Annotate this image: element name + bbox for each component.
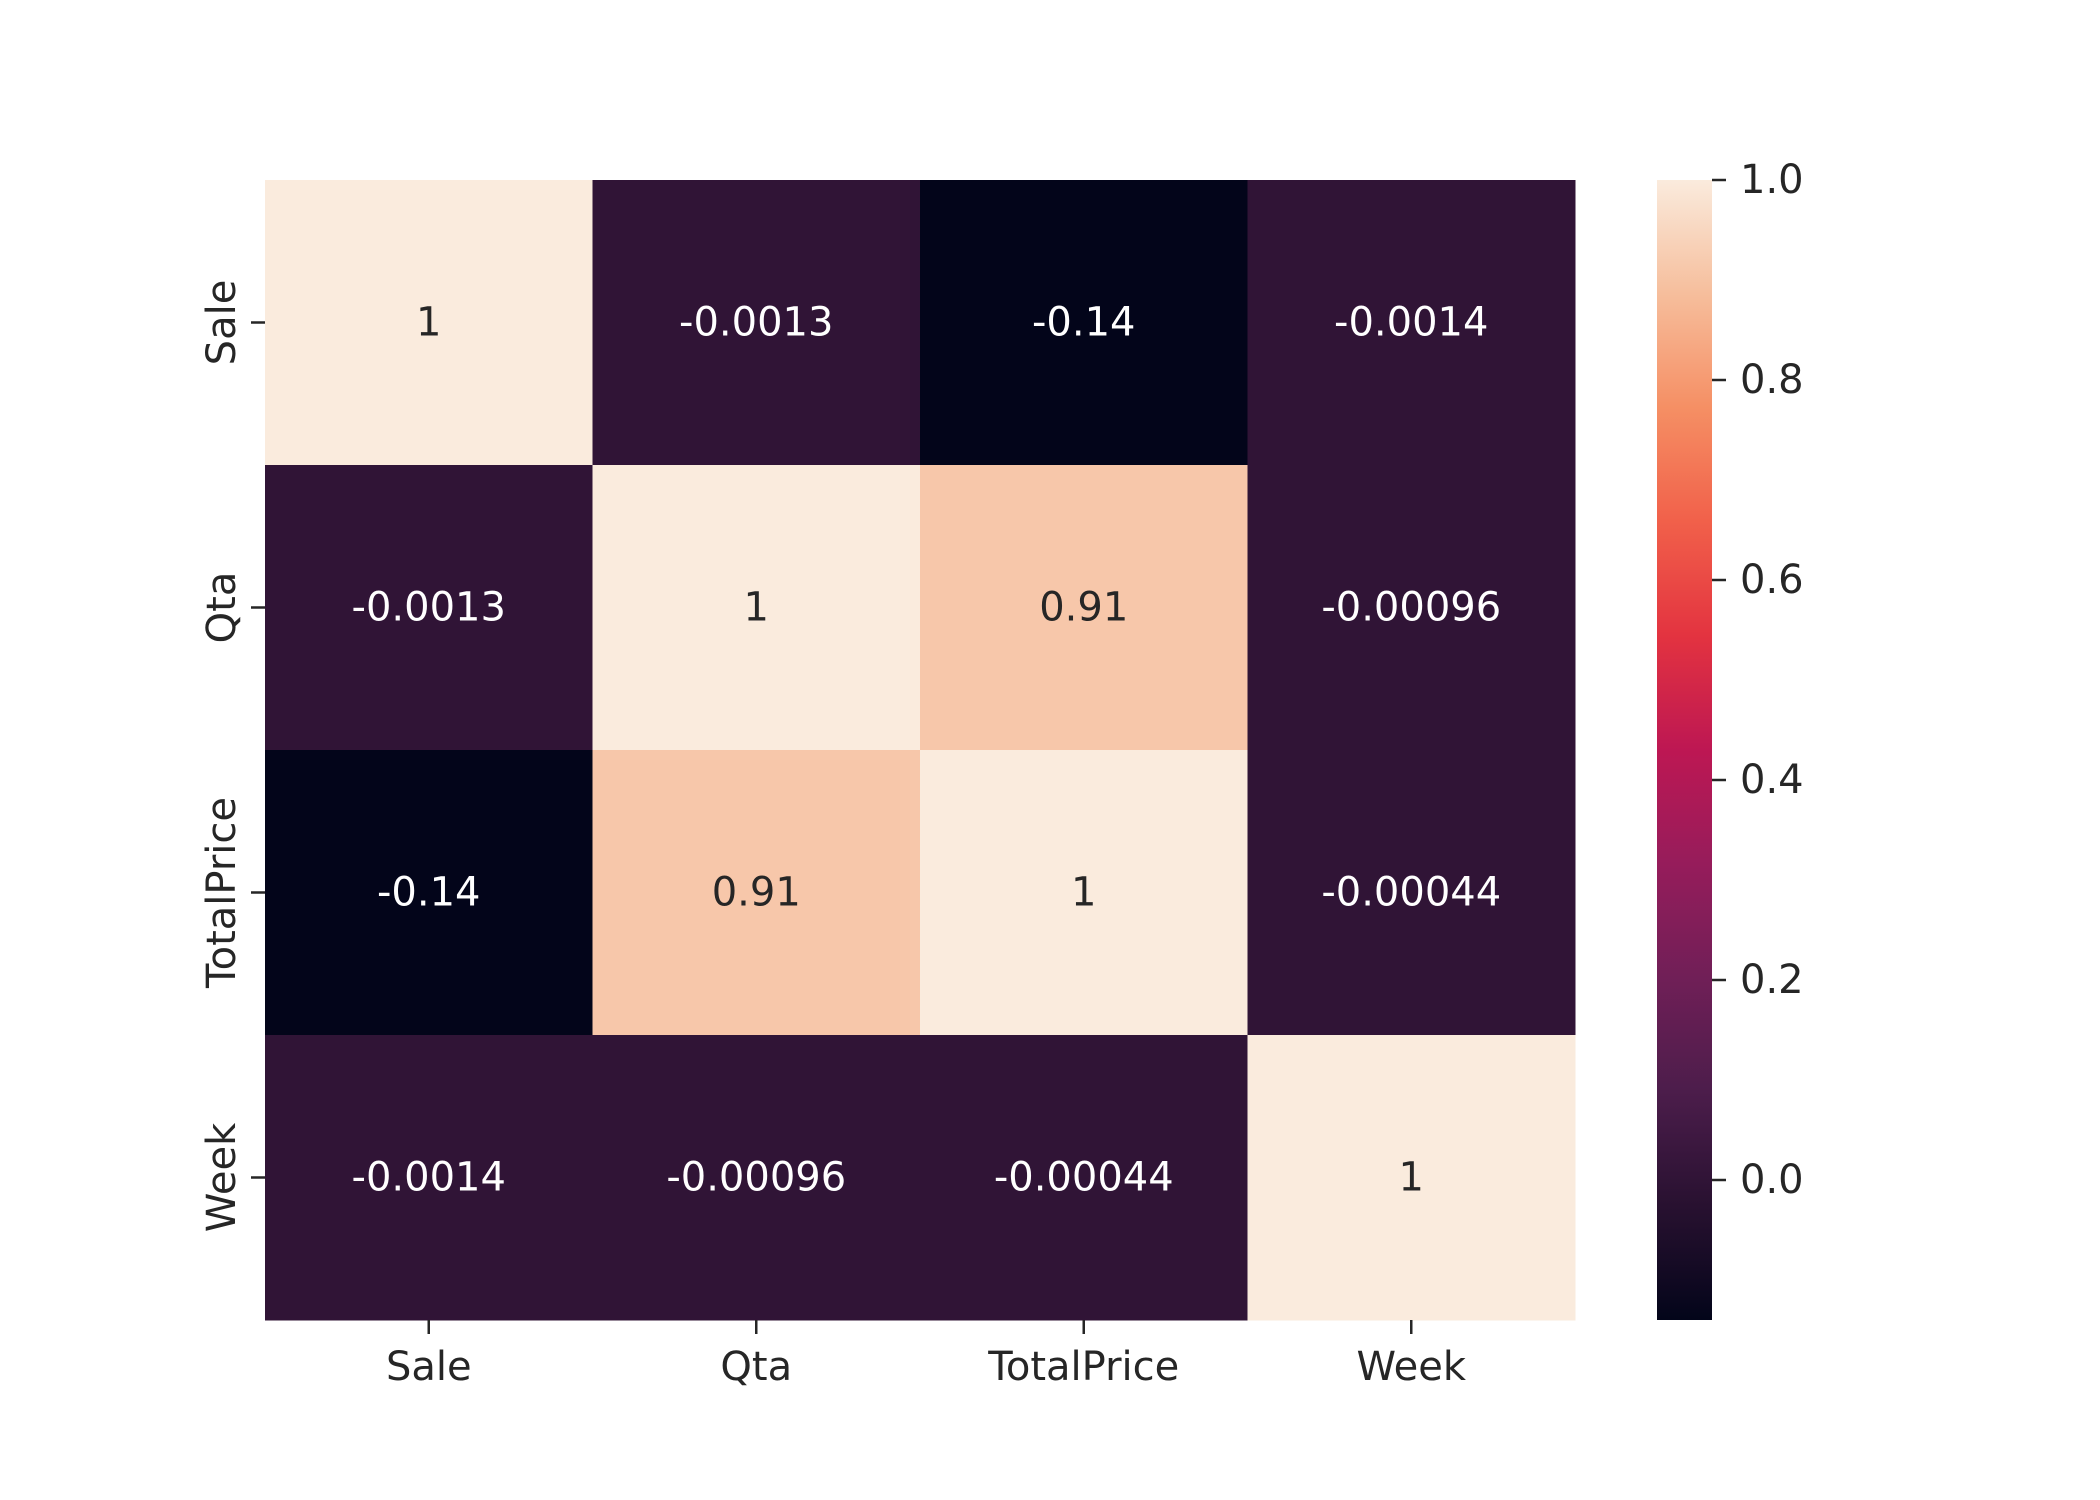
- cell-annotation: 1: [1399, 1155, 1424, 1201]
- colorbar-tick-label: 1.0: [1740, 157, 1804, 203]
- colorbar-tick-label: 0.0: [1740, 1157, 1804, 1203]
- cell-annotation: -0.00044: [1321, 870, 1501, 916]
- cell-annotations: 1 -0.0013 -0.14 -0.0014 -0.0013 1 0.91 -0.00096…: [352, 300, 1502, 1201]
- y-tick-label: Qta: [199, 572, 245, 644]
- colorbar-tick-label: 0.8: [1740, 357, 1804, 403]
- cell-annotation: 1: [1071, 870, 1096, 916]
- cell-annotation: 1: [416, 300, 441, 346]
- heatmap-cell-0-0: [265, 180, 593, 466]
- heatmap-cell-3-2: [920, 1035, 1248, 1321]
- x-tick-label: TotalPrice: [987, 1344, 1179, 1390]
- cell-annotation: -0.14: [377, 870, 481, 916]
- heatmap-cell-2-3: [1247, 750, 1576, 1036]
- cell-annotation: -0.0014: [352, 1155, 506, 1201]
- cell-annotation: -0.0014: [1334, 300, 1488, 346]
- colorbar-tick-label: 0.6: [1740, 557, 1804, 603]
- heatmap-cell-2-2: [920, 750, 1248, 1036]
- y-tick-label: Week: [199, 1122, 245, 1232]
- y-axis: Sale Qta TotalPrice Week: [199, 280, 265, 1232]
- heatmap-cell-1-2: [920, 465, 1248, 751]
- heatmap-cell-3-1: [592, 1035, 921, 1321]
- cell-annotation: -0.14: [1032, 300, 1136, 346]
- cell-annotation: -0.0013: [352, 585, 506, 631]
- x-tick-label: Sale: [386, 1344, 472, 1390]
- colorbar-ticks: 0.0 0.2 0.4 0.6 0.8 1.0: [1712, 157, 1804, 1203]
- x-axis: Sale Qta TotalPrice Week: [386, 1320, 1467, 1390]
- heatmap-cell-2-0: [265, 750, 593, 1036]
- cell-annotation: 0.91: [712, 870, 801, 916]
- y-tick-label: TotalPrice: [199, 797, 245, 989]
- heatmap-cell-0-2: [920, 180, 1248, 466]
- colorbar-tick-label: 0.4: [1740, 757, 1804, 803]
- colorbar-tick-label: 0.2: [1740, 957, 1804, 1003]
- x-tick-label: Week: [1356, 1344, 1466, 1390]
- heatmap-cell-2-1: [592, 750, 921, 1036]
- cell-annotation: 1: [744, 585, 769, 631]
- cell-annotation: -0.00096: [1321, 585, 1501, 631]
- heatmap-cell-1-3: [1247, 465, 1576, 751]
- cell-annotation: -0.00096: [666, 1155, 846, 1201]
- heatmap-cell-1-0: [265, 465, 593, 751]
- heatmap-cell-3-3: [1247, 1035, 1576, 1321]
- x-tick-label: Qta: [720, 1344, 792, 1390]
- cell-annotation: -0.0013: [679, 300, 833, 346]
- y-tick-label: Sale: [199, 280, 245, 366]
- heatmap-cell-3-0: [265, 1035, 593, 1321]
- colorbar: [1657, 180, 1712, 1320]
- heatmap-cell-0-3: [1247, 180, 1576, 466]
- cell-annotation: 0.91: [1039, 585, 1128, 631]
- heatmap-cells: [265, 180, 1576, 1321]
- heatmap-cell-1-1: [592, 465, 921, 751]
- cell-annotation: -0.00044: [994, 1155, 1174, 1201]
- heatmap-cell-0-1: [592, 180, 921, 466]
